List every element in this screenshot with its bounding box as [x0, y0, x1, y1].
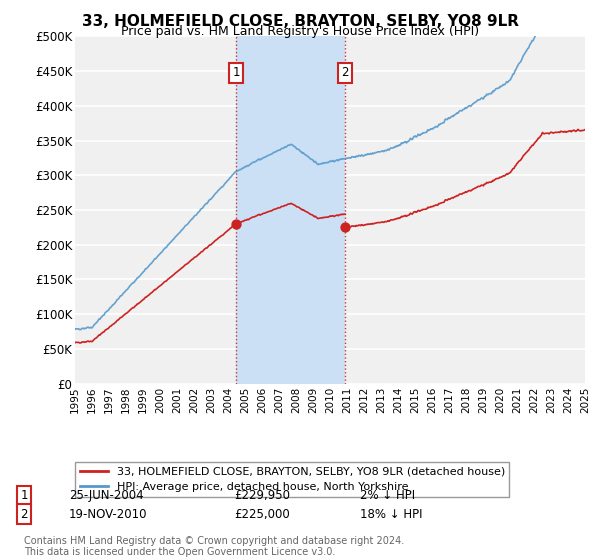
Text: 2% ↓ HPI: 2% ↓ HPI	[360, 489, 415, 502]
Point	[232, 220, 241, 228]
Text: Contains HM Land Registry data © Crown copyright and database right 2024.
This d: Contains HM Land Registry data © Crown c…	[24, 535, 404, 557]
Text: £229,950: £229,950	[234, 489, 290, 502]
Text: 2: 2	[20, 507, 28, 521]
Text: 33, HOLMEFIELD CLOSE, BRAYTON, SELBY, YO8 9LR: 33, HOLMEFIELD CLOSE, BRAYTON, SELBY, YO…	[82, 14, 518, 29]
Text: 19-NOV-2010: 19-NOV-2010	[69, 507, 148, 521]
Text: 25-JUN-2004: 25-JUN-2004	[69, 489, 143, 502]
Legend: 33, HOLMEFIELD CLOSE, BRAYTON, SELBY, YO8 9LR (detached house), HPI: Average pri: 33, HOLMEFIELD CLOSE, BRAYTON, SELBY, YO…	[76, 462, 509, 497]
Text: 1: 1	[232, 66, 240, 80]
Text: 2: 2	[341, 66, 349, 80]
Point	[340, 223, 350, 232]
Bar	[236, 36, 345, 384]
Text: Price paid vs. HM Land Registry's House Price Index (HPI): Price paid vs. HM Land Registry's House …	[121, 25, 479, 38]
Text: 18% ↓ HPI: 18% ↓ HPI	[360, 507, 422, 521]
Text: £225,000: £225,000	[234, 507, 290, 521]
Text: 1: 1	[20, 489, 28, 502]
